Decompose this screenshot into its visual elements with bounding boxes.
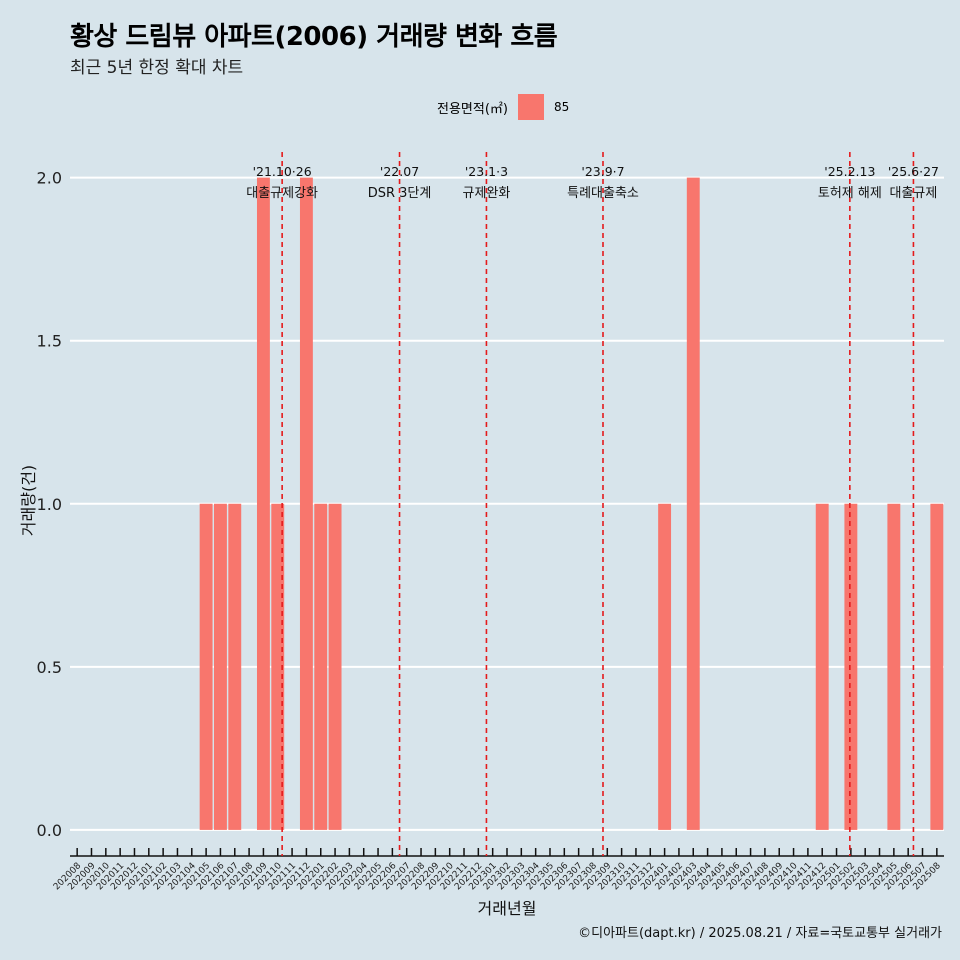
event-name-label: 토허제 해제 <box>818 186 882 201</box>
event-name-label: 대출규제강화 <box>246 186 318 201</box>
event-name-label: 특례대출축소 <box>567 186 639 201</box>
bar <box>658 503 672 830</box>
bar <box>887 503 901 830</box>
legend-title: 전용면적(㎡) <box>437 101 508 117</box>
event-name-label: 규제완화 <box>463 186 511 201</box>
event-date-label: '25.6·27 <box>888 164 939 179</box>
event-date-label: '23.1·3 <box>465 164 508 179</box>
event-date-label: '25.2.13 <box>824 164 875 179</box>
y-tick-label: 0.0 <box>37 821 62 840</box>
y-tick-label: 1.0 <box>37 495 62 514</box>
bar <box>199 503 213 830</box>
bar <box>686 177 700 830</box>
legend-label: 85 <box>553 100 570 114</box>
bar <box>299 177 313 830</box>
y-tick-label: 2.0 <box>37 169 62 188</box>
chart-subtitle: 최근 5년 한정 확대 차트 <box>70 58 244 78</box>
bar <box>213 503 227 830</box>
y-tick-label: 1.5 <box>37 332 62 351</box>
bar <box>256 177 270 830</box>
bar <box>930 503 944 830</box>
source-caption: ©디아파트(dapt.kr) / 2025.08.21 / 자료=국토교통부 실… <box>578 926 942 941</box>
bar <box>815 503 829 830</box>
chart-title: 황상 드림뷰 아파트(2006) 거래량 변화 흐름 <box>70 22 558 52</box>
bar <box>271 503 285 830</box>
event-date-label: '23.9·7 <box>581 164 624 179</box>
x-axis-title: 거래년월 <box>478 899 537 918</box>
legend-swatch <box>517 94 544 120</box>
y-axis-title: 거래량(건) <box>19 465 38 536</box>
event-name-label: DSR 3단계 <box>368 186 432 201</box>
event-date-label: '22.07 <box>380 164 419 179</box>
bar <box>844 503 858 830</box>
y-tick-label: 0.5 <box>37 658 62 677</box>
bar <box>328 503 342 830</box>
legend: 전용면적(㎡) 85 <box>437 93 569 121</box>
event-date-label: '21.10·26 <box>253 164 312 179</box>
event-name-label: 대출규제 <box>890 186 938 201</box>
bar <box>314 503 328 830</box>
bar <box>228 503 242 830</box>
